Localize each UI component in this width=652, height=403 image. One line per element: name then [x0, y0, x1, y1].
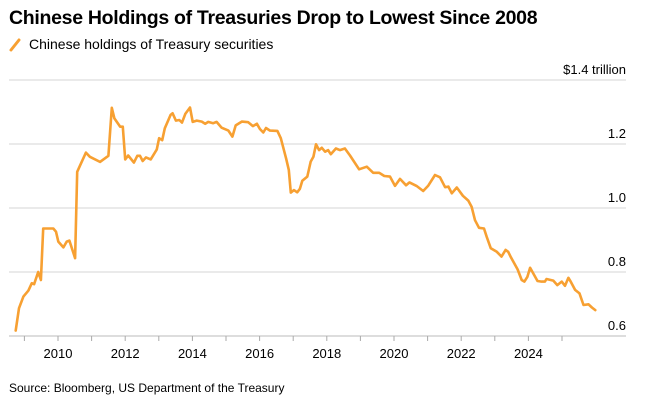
y-tick-label: 0.8 — [608, 254, 626, 269]
series-line-chinese-holdings — [14, 106, 597, 332]
y-tick-label: 1.2 — [608, 126, 626, 141]
legend-swatch — [9, 38, 21, 52]
legend: Chinese holdings of Treasury securities — [9, 36, 273, 52]
source-note: Source: Bloomberg, US Department of the … — [9, 381, 284, 395]
gridlines — [9, 79, 626, 337]
x-tick-label: 2016 — [245, 346, 274, 361]
x-axis: 2010 2012 2014 2016 2018 2020 2022 2024 — [23, 336, 563, 361]
x-tick-label: 2020 — [380, 346, 409, 361]
y-tick-label: 0.6 — [608, 318, 626, 333]
legend-label: Chinese holdings of Treasury securities — [29, 36, 273, 52]
series — [14, 106, 597, 332]
x-tick-label: 2014 — [178, 346, 207, 361]
y-tick-label: 1.0 — [608, 190, 626, 205]
x-tick-label: 2022 — [447, 346, 476, 361]
x-tick-label: 2024 — [514, 346, 543, 361]
y-axis: 0.6 0.8 1.0 1.2 $1.4 trillion — [563, 62, 626, 333]
y-tick-label: $1.4 trillion — [563, 62, 626, 77]
x-tick-label: 2010 — [44, 346, 73, 361]
chart-title: Chinese Holdings of Treasuries Drop to L… — [9, 7, 538, 29]
x-tick-label: 2012 — [111, 346, 140, 361]
x-tick-label: 2018 — [312, 346, 341, 361]
